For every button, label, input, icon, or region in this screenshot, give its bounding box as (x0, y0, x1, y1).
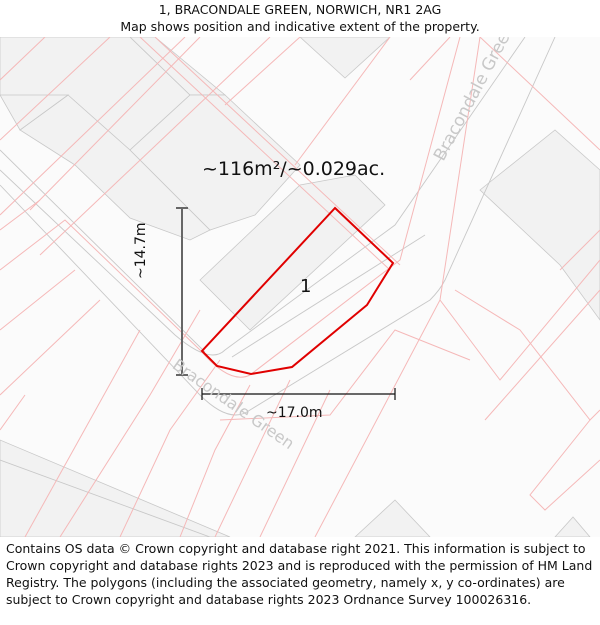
parcel-lines (0, 37, 600, 537)
buildings-layer (0, 37, 600, 537)
map-subtitle: Map shows position and indicative extent… (120, 19, 480, 34)
area-label: ~116m²/~0.029ac. (202, 158, 386, 180)
height-measure-label: ~14.7m (133, 222, 149, 279)
property-map[interactable]: Bracondale Green Bracondale Green ~116m²… (0, 37, 600, 537)
plot-number-label: 1 (300, 276, 312, 297)
copyright-attribution: Contains OS data © Crown copyright and d… (6, 541, 593, 607)
property-address-title: 1, BRACONDALE GREEN, NORWICH, NR1 2AG (158, 2, 442, 17)
width-measure-line (201, 388, 396, 400)
property-outline (200, 206, 395, 376)
height-measure-line (176, 207, 188, 376)
width-measure-label: ~17.0m (266, 405, 323, 421)
map-canvas (0, 37, 600, 537)
map-header: 1, BRACONDALE GREEN, NORWICH, NR1 2AG Ma… (0, 0, 600, 37)
